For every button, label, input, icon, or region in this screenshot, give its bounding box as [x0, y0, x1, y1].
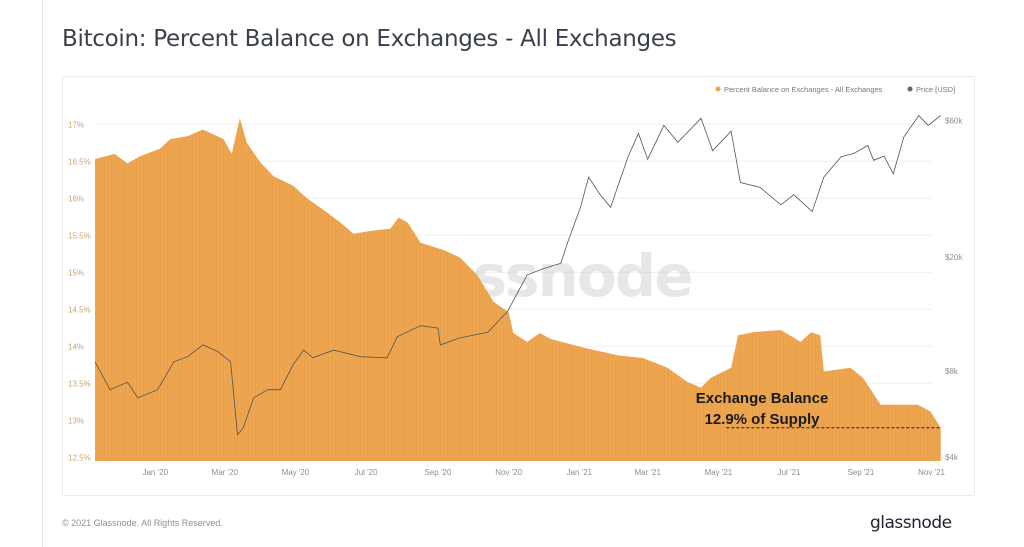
- y-right-tick-label: $4k: [945, 453, 959, 462]
- y-left-tick-label: 12.5%: [68, 453, 91, 462]
- y-right-tick-label: $8k: [945, 367, 959, 376]
- x-tick-label: May '21: [704, 468, 732, 477]
- y-left-tick-label: 13.5%: [68, 379, 91, 388]
- annotation-line-1: Exchange Balance: [696, 390, 829, 407]
- x-tick-label: Nov '21: [918, 468, 945, 477]
- y-left-tick-label: 15.5%: [68, 231, 91, 240]
- y-left-tick-label: 16.5%: [68, 157, 91, 166]
- glassnode-logo: glassnode: [870, 513, 952, 533]
- x-tick-label: Sep '21: [847, 468, 874, 477]
- chart-frame: [62, 76, 975, 496]
- balance-area: [95, 118, 941, 462]
- y-left-tick-label: 14.5%: [68, 305, 91, 314]
- y-left-tick-label: 17%: [68, 120, 84, 129]
- legend: Percent Balance on Exchanges - All Excha…: [715, 85, 955, 94]
- x-tick-label: May '20: [282, 468, 310, 477]
- legend-label-balance[interactable]: Percent Balance on Exchanges - All Excha…: [724, 85, 883, 94]
- x-tick-label: Jan '21: [567, 468, 593, 477]
- y-left-tick-label: 16%: [68, 194, 84, 203]
- x-tick-label: Mar '21: [634, 468, 661, 477]
- y-right-tick-label: $20k: [945, 253, 963, 262]
- y-left-tick-label: 14%: [68, 342, 84, 351]
- copyright: © 2021 Glassnode. All Rights Reserved.: [62, 518, 223, 528]
- y-right-tick-label: $60k: [945, 116, 963, 125]
- page-divider: [42, 0, 43, 547]
- x-tick-label: Jul '21: [778, 468, 801, 477]
- page-title: Bitcoin: Percent Balance on Exchanges - …: [62, 26, 677, 52]
- price-line: [94, 114, 942, 436]
- y-left-tick-label: 15%: [68, 268, 84, 277]
- x-tick-label: Sep '20: [425, 468, 452, 477]
- x-tick-label: Nov '20: [495, 468, 522, 477]
- annotation-line-2: 12.9% of Supply: [704, 411, 820, 428]
- legend-swatch-balance: [715, 86, 721, 92]
- legend-swatch-price: [907, 86, 913, 92]
- x-tick-label: Jan '20: [142, 468, 168, 477]
- x-tick-label: Jul '20: [355, 468, 378, 477]
- legend-label-price[interactable]: Price [USD]: [916, 85, 955, 94]
- y-left-tick-label: 13%: [68, 416, 84, 425]
- x-tick-label: Mar '20: [212, 468, 239, 477]
